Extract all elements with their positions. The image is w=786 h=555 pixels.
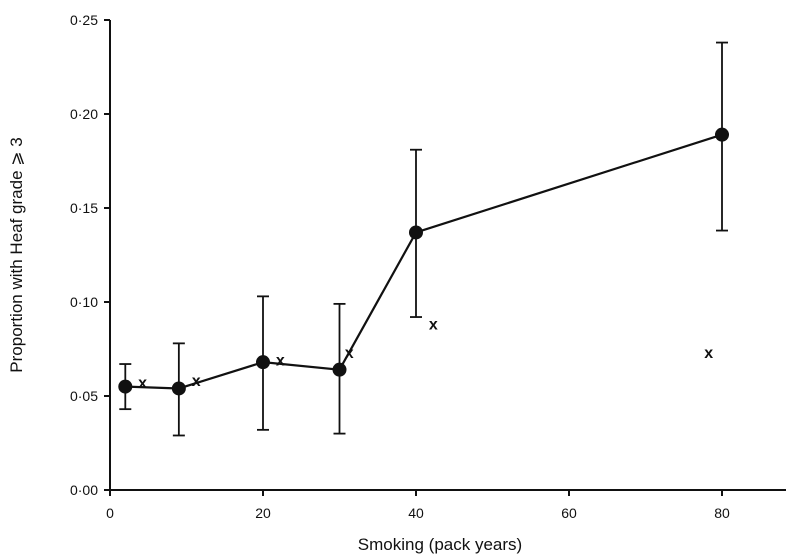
x-marker: x: [276, 352, 285, 369]
x-ticks: 0 20 40 60 80: [106, 490, 730, 521]
axes: [109, 20, 786, 491]
data-point: [715, 127, 729, 142]
y-ticks: 0·00 0·05 0·10 0·15 0·20 0·25: [70, 12, 110, 498]
y-tick-label: 0·10: [70, 294, 98, 310]
data-point: [118, 379, 133, 394]
x-tick-label: 40: [408, 505, 424, 521]
data-point: [171, 381, 186, 396]
x-marker: x: [192, 373, 201, 390]
y-tick-label: 0·25: [70, 12, 98, 28]
y-tick-label: 0·15: [70, 200, 98, 216]
x-tick-label: 60: [561, 505, 577, 521]
x-tick-label: 0: [106, 505, 114, 521]
x-marker: x: [345, 345, 354, 362]
series-line: [125, 133, 723, 390]
x-tick-label: 20: [255, 505, 271, 521]
data-point: [256, 355, 270, 370]
y-tick-label: 0·05: [70, 388, 98, 404]
y-tick-label: 0·20: [70, 106, 98, 122]
x-axis-title: Smoking (pack years): [358, 535, 522, 554]
x-marker: x: [138, 375, 147, 392]
marks: x x x x x x: [118, 41, 729, 437]
data-point: [332, 362, 347, 377]
x-tick-label: 80: [714, 505, 730, 521]
x-marker: x: [429, 317, 438, 334]
y-tick-label: 0·00: [70, 482, 98, 498]
x-marker: x: [704, 345, 713, 362]
y-axis-title: Proportion with Heaf grade ⩾ 3: [7, 137, 26, 372]
data-point: [409, 225, 423, 240]
